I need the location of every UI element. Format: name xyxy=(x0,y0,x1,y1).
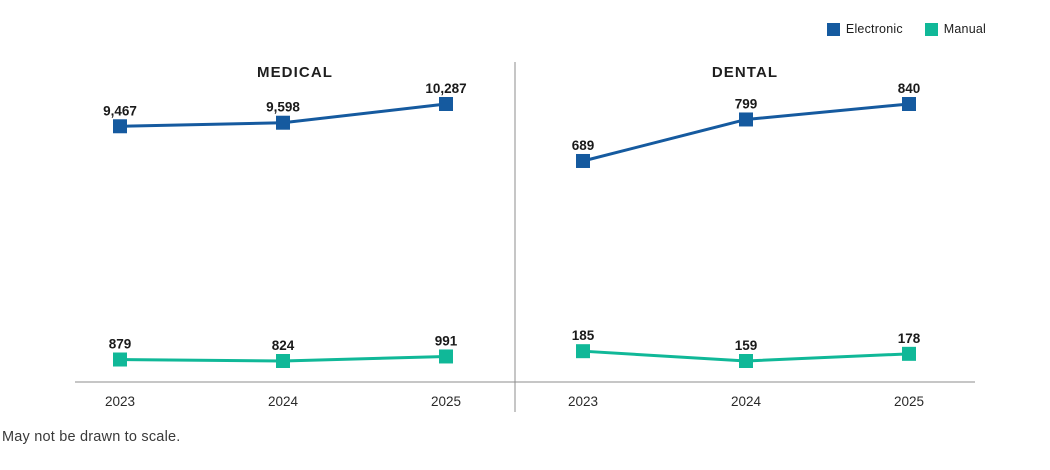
x-tick-label: 2023 xyxy=(105,394,135,409)
dental-manual-marker xyxy=(902,346,916,361)
x-tick-label: 2024 xyxy=(268,394,299,409)
manual-swatch-icon xyxy=(924,22,938,36)
dental-electronic-marker xyxy=(739,112,753,127)
medical-manual-marker xyxy=(113,352,127,367)
medical-electronic-value-label: 10,287 xyxy=(425,81,466,96)
legend-label-electronic: Electronic xyxy=(845,22,903,36)
panel-title-dental: DENTAL xyxy=(712,64,778,81)
dental-electronic-marker xyxy=(902,97,916,111)
dental-electronic-value-label: 840 xyxy=(898,81,921,96)
x-tick-label: 2024 xyxy=(731,394,762,409)
medical-electronic-value-label: 9,467 xyxy=(103,103,137,118)
x-tick-label: 2025 xyxy=(431,394,461,409)
medical-electronic-marker xyxy=(439,97,453,111)
medical-manual-value-label: 824 xyxy=(272,338,295,353)
x-tick-label: 2025 xyxy=(894,394,924,409)
dental-manual-value-label: 185 xyxy=(572,328,595,343)
legend-item-electronic: Electronic xyxy=(826,22,903,36)
dental-manual-marker xyxy=(576,344,590,359)
legend-label-manual: Manual xyxy=(943,22,986,36)
medical-manual-marker xyxy=(439,349,453,364)
dental-electronic-value-label: 689 xyxy=(572,138,595,153)
legend-item-manual: Manual xyxy=(924,22,986,36)
medical-manual-marker xyxy=(276,354,290,368)
dental-electronic-value-label: 799 xyxy=(735,96,758,111)
medical-manual-value-label: 991 xyxy=(435,333,458,348)
dental-electronic-marker xyxy=(576,153,590,168)
electronic-swatch-icon xyxy=(826,22,840,36)
dental-manual-marker xyxy=(739,354,753,368)
dental-manual-value-label: 159 xyxy=(735,338,758,353)
x-tick-label: 2023 xyxy=(568,394,598,409)
medical-manual-value-label: 879 xyxy=(109,337,132,352)
legend: Electronic Manual xyxy=(826,22,986,36)
medical-electronic-marker xyxy=(276,115,290,130)
medical-electronic-value-label: 9,598 xyxy=(266,100,300,115)
footnote: May not be drawn to scale. xyxy=(2,429,181,445)
medical-electronic-marker xyxy=(113,119,127,134)
panel-title-medical: MEDICAL xyxy=(257,64,333,81)
dental-manual-value-label: 178 xyxy=(898,331,921,346)
